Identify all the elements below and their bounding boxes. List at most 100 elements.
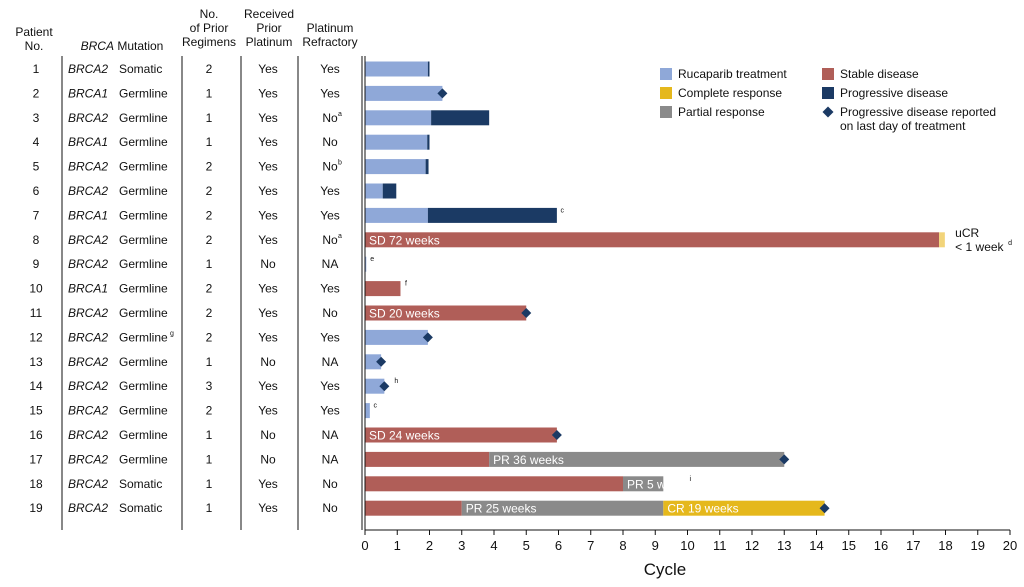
mutation-gene: BRCA1 (68, 208, 108, 222)
header-patient: Patient (15, 25, 53, 39)
legend: Rucaparib treatment Complete response Part… (660, 67, 996, 133)
bar-label: SD 72 weeks (369, 233, 440, 247)
platinum-refractory: No (322, 306, 338, 320)
mutation-type: Germline (119, 282, 168, 296)
patient-number: 9 (33, 257, 40, 271)
platinum-refractory: Yes (320, 86, 340, 100)
table-row: 4 BRCA1 Germline 1 Yes No (33, 135, 338, 149)
platinum-refractory: NA (322, 428, 339, 442)
platinum-refractory: NA (322, 452, 339, 466)
footnote-marker: a (338, 111, 342, 118)
received-platinum: Yes (258, 184, 278, 198)
mutation-gene: BRCA2 (68, 379, 108, 393)
footnote-marker: c (561, 207, 565, 214)
legend-item-complete: Complete response (660, 86, 782, 100)
pd-last-day-marker (379, 381, 390, 392)
mutation-gene: BRCA2 (68, 233, 108, 247)
platinum-refractory: Yes (320, 184, 340, 198)
x-tick-label: 6 (555, 538, 562, 553)
x-tick-label: 10 (680, 538, 694, 553)
prior-regimens: 1 (206, 452, 213, 466)
table-row: 12 BRCA2 Germline g 2 Yes Yes (29, 330, 339, 344)
mutation-type: Germline (119, 330, 168, 344)
received-platinum: Yes (258, 135, 278, 149)
bar-segment-stable (365, 451, 490, 467)
patient-number: 3 (33, 111, 40, 125)
header-refractory: Platinum (307, 21, 354, 35)
patient-bar-row (365, 183, 397, 199)
table-row: 10 BRCA1 Germline 2 Yes Yes (29, 282, 339, 296)
patient-bar-row (365, 134, 430, 150)
x-tick-label: 16 (874, 538, 888, 553)
prior-regimens: 1 (206, 355, 213, 369)
mutation-type: Germline (119, 306, 168, 320)
x-tick-label: 3 (458, 538, 465, 553)
footnote-marker: i (690, 476, 692, 483)
x-tick-label: 20 (1003, 538, 1017, 553)
legend-label: Stable disease (840, 67, 919, 81)
table-row: 15 BRCA2 Germline 2 Yes Yes (29, 404, 339, 418)
mutation-gene: BRCA2 (68, 428, 108, 442)
bar-segment-treatment (365, 61, 428, 77)
mutation-type: Germline (119, 208, 168, 222)
patient-number: 10 (29, 282, 43, 296)
patient-bar-row (365, 159, 429, 175)
x-tick-label: 1 (394, 538, 401, 553)
table-row: 14 BRCA2 Germline 3 Yes Yes (29, 379, 339, 393)
table-row: 8 BRCA2 Germline 2 Yes No a (33, 233, 342, 247)
prior-regimens: 1 (206, 135, 213, 149)
pd-last-day-marker (819, 503, 830, 514)
mutation-gene: BRCA2 (68, 111, 108, 125)
patient-number: 14 (29, 379, 43, 393)
patient-table: 1 BRCA2 Somatic 2 Yes Yes 2 BRCA1 Germline 1 Yes Ye… (29, 62, 342, 515)
prior-regimens: 1 (206, 86, 213, 100)
platinum-refractory: Yes (320, 404, 340, 418)
patient-number: 13 (29, 355, 43, 369)
patient-number: 18 (29, 477, 43, 491)
x-tick-label: 12 (745, 538, 759, 553)
mutation-gene: BRCA1 (68, 135, 108, 149)
bar-segment-treatment (365, 256, 367, 272)
mutation-gene: BRCA2 (68, 184, 108, 198)
bar-segment-progressive (431, 110, 490, 126)
pd-last-day-marker (376, 356, 387, 367)
platinum-refractory: No (322, 160, 338, 174)
prior-regimens: 2 (206, 62, 213, 76)
table-row: 11 BRCA2 Germline 2 Yes No (30, 306, 338, 320)
platinum-refractory: Yes (320, 379, 340, 393)
patient-bar-row (365, 110, 490, 126)
mutation-type: Somatic (119, 501, 162, 515)
pd-last-day-marker (422, 332, 433, 343)
legend-swatch (660, 68, 672, 80)
legend-swatch (822, 68, 834, 80)
bar-label: SD 20 weeks (369, 307, 440, 321)
mutation-gene: BRCA1 (68, 282, 108, 296)
prior-regimens: 2 (206, 404, 213, 418)
x-tick-label: 4 (490, 538, 497, 553)
x-tick-label: 13 (777, 538, 791, 553)
patient-number: 1 (33, 62, 40, 76)
header-mutation-gene: BRCA (81, 39, 114, 53)
header-received: Prior (256, 21, 281, 35)
bar-segment-complete (663, 500, 825, 516)
patient-bar-row: c (365, 403, 377, 419)
bar-segment-stable (365, 476, 623, 492)
bar-segment-progressive (427, 207, 557, 223)
mutation-gene: BRCA1 (68, 86, 108, 100)
received-platinum: No (260, 428, 276, 442)
mutation-gene: BRCA2 (68, 330, 108, 344)
x-tick-label: 7 (587, 538, 594, 553)
mutation-type: Germline (119, 160, 168, 174)
bar-segment-stable (365, 281, 401, 297)
patient-bar-row (365, 85, 448, 101)
prior-regimens: 1 (206, 477, 213, 491)
platinum-refractory: NA (322, 257, 339, 271)
received-platinum: Yes (258, 160, 278, 174)
bar-segment-treatment (365, 134, 428, 150)
bar-segment-complete_light (939, 232, 945, 248)
footnote-marker: f (405, 281, 407, 288)
received-platinum: Yes (258, 501, 278, 515)
platinum-refractory: Yes (320, 208, 340, 222)
